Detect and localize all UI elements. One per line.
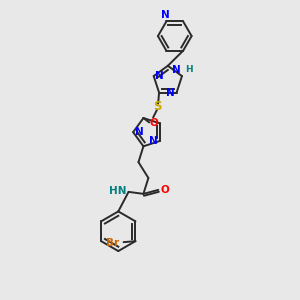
Text: N: N <box>135 127 144 137</box>
Text: N: N <box>166 88 175 98</box>
Text: N: N <box>172 65 181 75</box>
Text: H: H <box>185 65 193 74</box>
Text: N: N <box>155 71 164 81</box>
Text: N: N <box>161 11 170 20</box>
Text: O: O <box>149 118 158 128</box>
Text: N: N <box>149 136 158 146</box>
Text: HN: HN <box>109 186 127 196</box>
Text: S: S <box>153 100 161 113</box>
Text: Br: Br <box>106 238 120 248</box>
Text: O: O <box>160 185 169 195</box>
